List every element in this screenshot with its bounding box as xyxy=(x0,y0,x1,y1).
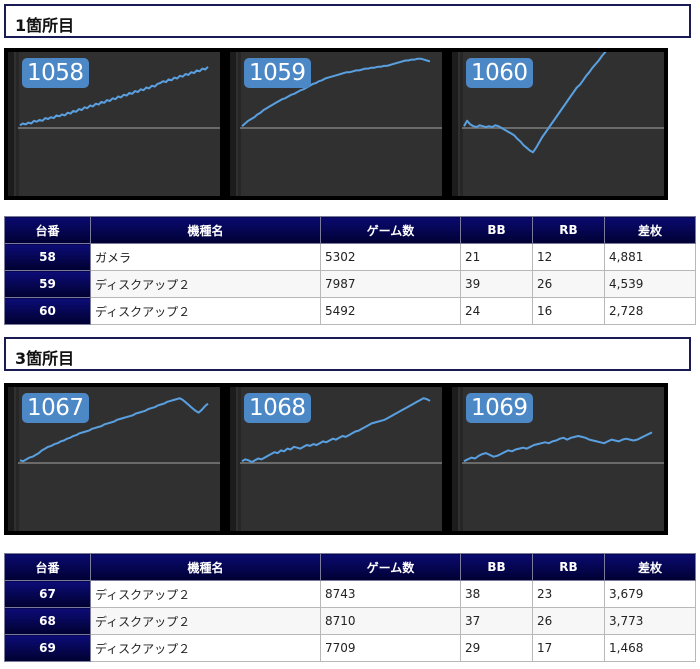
graph-row-1: 1058 1059 1060 xyxy=(4,48,668,200)
graph-panel-1067[interactable]: 1067 xyxy=(8,387,220,531)
table-row: 59 ディスクアップ２ 7987 39 26 4,539 xyxy=(4,270,696,298)
payout-line xyxy=(241,57,431,127)
machine-number[interactable]: 60 xyxy=(4,297,91,325)
graph-panel-1069[interactable]: 1069 xyxy=(452,387,664,531)
coin-difference: 2,728 xyxy=(604,297,696,325)
table-row: 69 ディスクアップ２ 7709 29 17 1,468 xyxy=(4,634,696,662)
rb-count: 12 xyxy=(532,243,605,271)
coin-difference: 4,881 xyxy=(604,243,696,271)
game-count: 7987 xyxy=(320,270,461,298)
model-name: ガメラ xyxy=(90,243,321,271)
results-table-2: 台番 機種名 ゲーム数 BB RB 差枚 67 ディスクアップ２ 8743 38… xyxy=(4,553,696,662)
payout-line xyxy=(463,52,607,154)
section-header-2: 3箇所目 xyxy=(4,337,691,371)
payout-line xyxy=(463,431,653,463)
machine-number[interactable]: 59 xyxy=(4,270,91,298)
section-header-1: 1箇所目 xyxy=(4,4,691,38)
coin-difference: 1,468 xyxy=(604,634,696,662)
table-row: 60 ディスクアップ２ 5492 24 16 2,728 xyxy=(4,297,696,325)
coin-difference: 3,773 xyxy=(604,607,696,635)
col-header-bb[interactable]: BB xyxy=(460,216,533,244)
rb-count: 26 xyxy=(532,607,605,635)
rb-count: 17 xyxy=(532,634,605,662)
payout-line xyxy=(19,66,209,127)
coin-difference: 3,679 xyxy=(604,580,696,608)
rb-count: 16 xyxy=(532,297,605,325)
graph-panel-1060[interactable]: 1060 xyxy=(452,52,664,196)
machine-number-label: 1069 xyxy=(466,393,533,423)
bb-count: 24 xyxy=(460,297,533,325)
machine-number[interactable]: 58 xyxy=(4,243,91,271)
model-name: ディスクアップ２ xyxy=(90,270,321,298)
model-name: ディスクアップ２ xyxy=(90,297,321,325)
payout-line xyxy=(241,397,431,464)
machine-number[interactable]: 68 xyxy=(4,607,91,635)
graph-panel-1068[interactable]: 1068 xyxy=(230,387,442,531)
col-header-bb[interactable]: BB xyxy=(460,553,533,581)
coin-difference: 4,539 xyxy=(604,270,696,298)
bb-count: 37 xyxy=(460,607,533,635)
game-count: 8743 xyxy=(320,580,461,608)
table-row: 67 ディスクアップ２ 8743 38 23 3,679 xyxy=(4,580,696,608)
machine-number-label: 1067 xyxy=(22,393,89,423)
payout-line xyxy=(19,397,209,463)
col-header-model[interactable]: 機種名 xyxy=(90,553,321,581)
machine-number[interactable]: 67 xyxy=(4,580,91,608)
rb-count: 23 xyxy=(532,580,605,608)
graph-panel-1058[interactable]: 1058 xyxy=(8,52,220,196)
graph-row-2: 1067 1068 1069 xyxy=(4,383,668,535)
bb-count: 39 xyxy=(460,270,533,298)
game-count: 5492 xyxy=(320,297,461,325)
game-count: 8710 xyxy=(320,607,461,635)
game-count: 7709 xyxy=(320,634,461,662)
col-header-rb[interactable]: RB xyxy=(532,216,605,244)
bb-count: 21 xyxy=(460,243,533,271)
bb-count: 29 xyxy=(460,634,533,662)
model-name: ディスクアップ２ xyxy=(90,634,321,662)
machine-number-label: 1058 xyxy=(22,58,89,88)
machine-number-label: 1059 xyxy=(244,58,311,88)
machine-number-label: 1060 xyxy=(466,58,533,88)
col-header-machine-no[interactable]: 台番 xyxy=(4,553,91,581)
game-count: 5302 xyxy=(320,243,461,271)
col-header-rb[interactable]: RB xyxy=(532,553,605,581)
col-header-games[interactable]: ゲーム数 xyxy=(320,216,461,244)
graph-panel-1059[interactable]: 1059 xyxy=(230,52,442,196)
col-header-model[interactable]: 機種名 xyxy=(90,216,321,244)
table-row: 68 ディスクアップ２ 8710 37 26 3,773 xyxy=(4,607,696,635)
col-header-machine-no[interactable]: 台番 xyxy=(4,216,91,244)
machine-number-label: 1068 xyxy=(244,393,311,423)
section-title: 3箇所目 xyxy=(15,349,75,368)
section-title: 1箇所目 xyxy=(15,16,75,35)
rb-count: 26 xyxy=(532,270,605,298)
model-name: ディスクアップ２ xyxy=(90,607,321,635)
results-table-1: 台番 機種名 ゲーム数 BB RB 差枚 58 ガメラ 5302 21 12 4… xyxy=(4,216,696,325)
machine-number[interactable]: 69 xyxy=(4,634,91,662)
table-row: 58 ガメラ 5302 21 12 4,881 xyxy=(4,243,696,271)
model-name: ディスクアップ２ xyxy=(90,580,321,608)
col-header-games[interactable]: ゲーム数 xyxy=(320,553,461,581)
bb-count: 38 xyxy=(460,580,533,608)
col-header-diff[interactable]: 差枚 xyxy=(604,216,696,244)
col-header-diff[interactable]: 差枚 xyxy=(604,553,696,581)
